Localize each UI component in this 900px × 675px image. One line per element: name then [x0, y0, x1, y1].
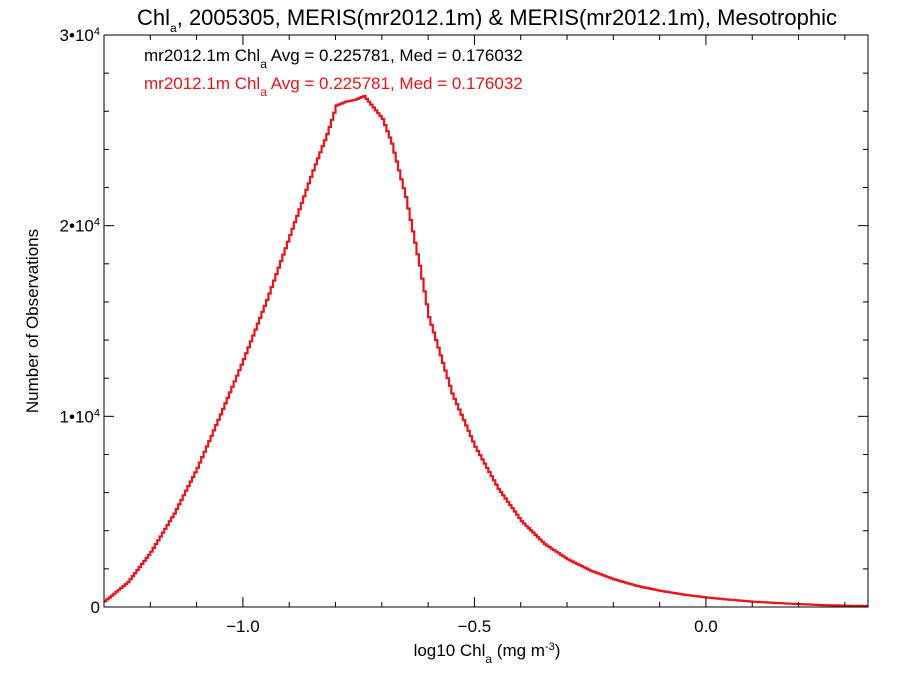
- series-line-0: [104, 94, 868, 608]
- y-tick-label: 1•104: [60, 407, 100, 426]
- plot-area: [104, 94, 868, 608]
- y-tick-label: 3•104: [60, 26, 100, 45]
- x-tick-label: 0.0: [694, 617, 718, 636]
- x-tick-label: −0.5: [458, 617, 492, 636]
- x-tick-label: −1.0: [226, 617, 260, 636]
- plot-frame: [103, 34, 869, 608]
- y-axis: 0 1•104 2•104 3•104: [60, 26, 868, 617]
- legend: mr2012.1m Chla Avg = 0.225781, Med = 0.1…: [144, 46, 523, 99]
- y-axis-label: Number of Observations: [23, 229, 42, 413]
- legend-entry: mr2012.1m Chla Avg = 0.225781, Med = 0.1…: [144, 74, 523, 99]
- y-tick-label: 2•104: [60, 217, 100, 236]
- chart-title: Chla, 2005305, MERIS(mr2012.1m) & MERIS(…: [137, 5, 837, 35]
- x-axis: −1.0 −0.5 0.0: [103, 35, 846, 636]
- legend-entry: mr2012.1m Chla Avg = 0.225781, Med = 0.1…: [144, 46, 523, 71]
- y-tick-label: 0: [91, 598, 100, 617]
- x-axis-label: log10 Chla (mg m-3): [414, 641, 561, 666]
